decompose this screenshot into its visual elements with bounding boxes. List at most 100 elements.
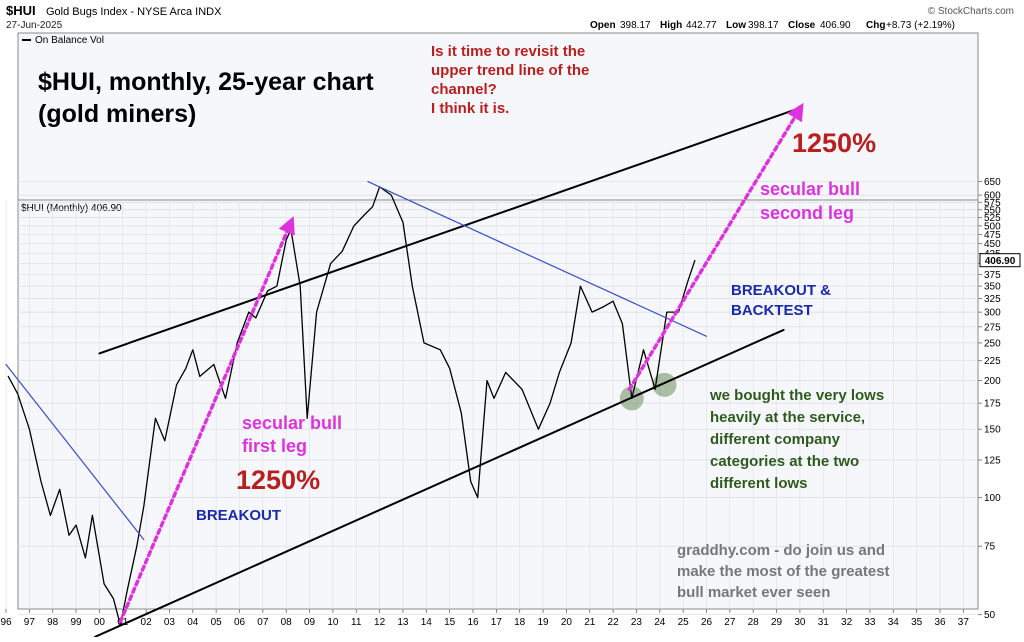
x-tick-label: 17 [491,617,503,628]
chart-date: 27-Jun-2025 [6,20,63,31]
question-line: Is it time to revisit the [431,43,585,60]
x-tick-label: 11 [351,617,362,628]
bought-annotation: we bought the very lows heavily at the s… [709,387,884,492]
y-tick-label: 75 [984,542,996,553]
y-tick-label: 150 [984,425,1001,436]
breakout-backtest-line2: BACKTEST [731,302,813,319]
promo-line: make the most of the greatest [677,563,890,580]
x-tick-label: 13 [397,617,409,628]
y-tick-label: 375 [984,270,1001,281]
x-tick-label: 37 [958,617,970,628]
y-tick-label: 125 [984,455,1001,466]
chart-title-line2: (gold miners) [38,100,196,128]
bought-line: we bought the very lows [709,387,884,404]
second-leg-arrow [627,102,804,392]
descending-trendline-2011 [367,181,708,337]
x-tick-label: 02 [141,617,153,628]
high-label: High [660,20,682,31]
second-leg-line2: second leg [760,203,854,223]
x-tick-label: 12 [374,617,386,628]
x-tick-label: 19 [537,617,549,628]
x-tick-label: 97 [24,617,36,628]
descending-trendline-1996 [5,363,145,541]
last-price-tag: 406.90 [979,253,1021,268]
promo-annotation: graddhy.com - do join us and make the mo… [677,542,890,601]
y-tick-label: 250 [984,338,1001,349]
x-tick-label: 14 [421,617,433,628]
y-tick-label: 550 [984,205,1001,216]
x-tick-label: 27 [724,617,736,628]
x-tick-label: 22 [608,617,620,628]
trend-lines [5,102,804,638]
price-legend: $HUI (Monthly) 406.90 [21,203,122,214]
open-value: 398.17 [620,20,651,31]
y-tick-label: 200 [984,376,1001,387]
x-tick-label: 16 [467,617,479,628]
x-tick-label: 36 [934,617,946,628]
y-tick-label: 450 [984,239,1001,250]
x-tick-label: 34 [888,617,900,628]
pct-lower-label: 1250% [236,465,320,495]
y-tick-label: 475 [984,230,1001,241]
bought-line: categories at the two [710,453,859,470]
y-tick-label: 50 [984,610,996,621]
breakout-backtest-line1: BREAKOUT & [731,282,831,299]
y-tick-label: 100 [984,493,1001,504]
chg-label: Chg [866,20,885,31]
x-tick-label: 24 [654,617,666,628]
x-tick-label: 33 [864,617,876,628]
x-tick-label: 99 [70,617,82,628]
question-line: I think it is. [431,100,509,117]
x-tick-label: 20 [561,617,573,628]
x-tick-label: 96 [0,617,12,628]
x-tick-label: 23 [631,617,643,628]
first-leg-line2: first leg [242,436,307,456]
x-tick-label: 28 [748,617,760,628]
last-price-value: 406.90 [985,256,1016,267]
price-series [7,186,696,626]
y-tick-label: 600 [984,191,1001,202]
x-tick-label: 09 [304,617,316,628]
price-panel [17,199,979,610]
x-tick-label: 04 [187,617,199,628]
x-tick-label: 18 [514,617,526,628]
y-tick-label: 175 [984,399,1001,410]
bought-line: different lows [710,475,808,492]
promo-line: bull market ever seen [677,584,830,601]
low-label: Low [726,20,746,31]
highlighted-low [652,372,677,397]
x-tick-label: 00 [94,617,106,628]
x-tick-label: 26 [701,617,713,628]
first-leg-arrow [118,216,295,624]
x-tick-label: 21 [584,617,596,628]
y-tick-label: 525 [984,213,1001,224]
x-tick-label: 05 [211,617,223,628]
x-tick-label: 32 [841,617,853,628]
x-tick-label: 31 [818,617,830,628]
x-tick-label: 25 [678,617,690,628]
obv-legend: On Balance Vol [35,35,104,46]
x-gridlines [5,200,964,609]
x-tick-label: 30 [794,617,806,628]
chart-title-line1: $HUI, monthly, 25-year chart [38,68,374,96]
y-tick-label: 275 [984,322,1001,333]
y-tick-label: 225 [984,356,1001,367]
chg-value: +8.73 (+2.19%) [886,20,955,31]
x-axis: 96 97 98 99 00 01 02 03 04 05 06 07 08 09 10 11 12 13 14 15… [0,609,969,628]
ohlc-readout: Open 398.17 High 442.77 Low 398.17 Close… [590,20,955,31]
question-line: upper trend line of the [431,62,589,79]
x-tick-label: 03 [164,617,176,628]
x-tick-label: 35 [911,617,923,628]
y-tick-label: 575 [984,198,1001,209]
x-tick-label: 98 [47,617,59,628]
symbol-label: $HUI [6,3,36,18]
question-line: channel? [431,81,497,98]
x-tick-label: 01 [117,617,129,628]
low-value: 398.17 [748,20,779,31]
y-tick-label: 650 [984,177,1001,188]
last-price-box [979,253,1021,268]
breakout-label: BREAKOUT [196,507,281,524]
close-value: 406.90 [820,20,851,31]
